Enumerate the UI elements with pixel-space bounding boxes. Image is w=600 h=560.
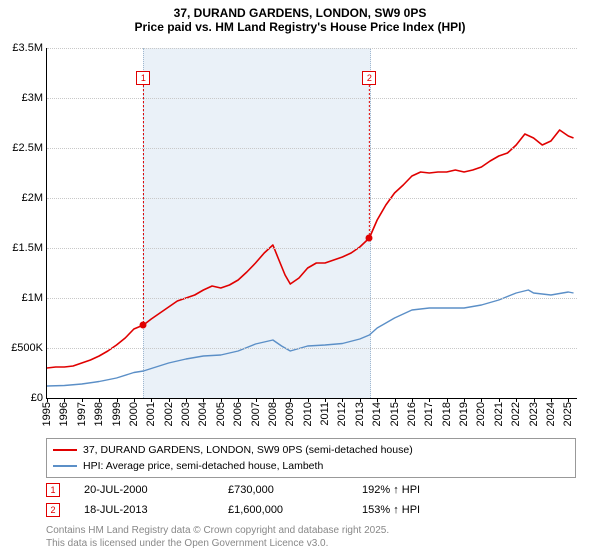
chart-marker-label: 2 [362, 71, 376, 85]
gridline [47, 198, 577, 199]
sale-price: £730,000 [228, 480, 338, 500]
x-axis-label: 2000 [128, 402, 140, 426]
chart-container: 37, DURAND GARDENS, LONDON, SW9 0PS Pric… [0, 0, 600, 560]
sale-row: 2 18-JUL-2013 £1,600,000 153% ↑ HPI [46, 500, 576, 520]
gridline [47, 298, 577, 299]
sale-date: 18-JUL-2013 [84, 500, 204, 520]
y-axis-label: £1M [22, 292, 43, 304]
legend: 37, DURAND GARDENS, LONDON, SW9 0PS (sem… [46, 438, 576, 478]
x-axis-label: 2014 [371, 402, 383, 426]
chart-area: £0£500K£1M£1.5M£2M£2.5M£3M£3.5M199519961… [46, 48, 577, 399]
x-axis-label: 2009 [284, 402, 296, 426]
x-axis-label: 2012 [336, 402, 348, 426]
footer-line-2: This data is licensed under the Open Gov… [46, 537, 389, 550]
chart-svg [47, 48, 577, 398]
chart-marker-label: 1 [136, 71, 150, 85]
x-axis-label: 2010 [302, 402, 314, 426]
marker-dot [140, 322, 147, 329]
x-axis-label: 2003 [180, 402, 192, 426]
x-axis-label: 2019 [458, 402, 470, 426]
y-axis-label: £500K [11, 342, 43, 354]
x-axis-label: 1995 [41, 402, 53, 426]
x-axis-label: 2020 [475, 402, 487, 426]
x-axis-label: 2022 [510, 402, 522, 426]
gridline [47, 48, 577, 49]
sale-price: £1,600,000 [228, 500, 338, 520]
marker-dot [366, 235, 373, 242]
x-axis-label: 2021 [493, 402, 505, 426]
gridline [47, 248, 577, 249]
footer-line-1: Contains HM Land Registry data © Crown c… [46, 524, 389, 537]
x-axis-label: 2002 [163, 402, 175, 426]
title-line-1: 37, DURAND GARDENS, LONDON, SW9 0PS [0, 6, 600, 20]
x-axis-label: 1996 [58, 402, 70, 426]
x-axis-label: 2008 [267, 402, 279, 426]
x-axis-label: 2004 [197, 402, 209, 426]
x-axis-label: 2007 [250, 402, 262, 426]
x-axis-label: 2017 [423, 402, 435, 426]
title-line-2: Price paid vs. HM Land Registry's House … [0, 20, 600, 34]
sale-vs-hpi: 153% ↑ HPI [362, 500, 420, 520]
x-axis-label: 2025 [562, 402, 574, 426]
series-property [47, 130, 574, 368]
legend-label: 37, DURAND GARDENS, LONDON, SW9 0PS (sem… [83, 442, 413, 458]
title-block: 37, DURAND GARDENS, LONDON, SW9 0PS Pric… [0, 0, 600, 34]
y-axis-label: £3.5M [12, 42, 43, 54]
gridline [47, 148, 577, 149]
sale-date: 20-JUL-2000 [84, 480, 204, 500]
legend-row: HPI: Average price, semi-detached house,… [53, 458, 569, 474]
x-axis-label: 2011 [319, 402, 331, 426]
sale-rows: 1 20-JUL-2000 £730,000 192% ↑ HPI 2 18-J… [46, 480, 576, 520]
x-axis-label: 2013 [354, 402, 366, 426]
x-axis-label: 2015 [389, 402, 401, 426]
gridline [47, 98, 577, 99]
x-axis-label: 1999 [111, 402, 123, 426]
x-axis-label: 1997 [76, 402, 88, 426]
legend-label: HPI: Average price, semi-detached house,… [83, 458, 323, 474]
gridline [47, 348, 577, 349]
legend-row: 37, DURAND GARDENS, LONDON, SW9 0PS (sem… [53, 442, 569, 458]
x-axis-label: 2006 [232, 402, 244, 426]
legend-swatch [53, 465, 77, 467]
y-axis-label: £2.5M [12, 142, 43, 154]
x-axis-label: 2018 [441, 402, 453, 426]
x-axis-label: 2005 [215, 402, 227, 426]
sale-marker-icon: 2 [46, 503, 60, 517]
x-axis-label: 1998 [93, 402, 105, 426]
y-axis-label: £2M [22, 192, 43, 204]
x-axis-label: 2024 [545, 402, 557, 426]
x-axis-label: 2001 [145, 402, 157, 426]
sale-row: 1 20-JUL-2000 £730,000 192% ↑ HPI [46, 480, 576, 500]
x-axis-label: 2016 [406, 402, 418, 426]
footer: Contains HM Land Registry data © Crown c… [46, 524, 389, 550]
legend-swatch [53, 449, 77, 451]
x-axis-label: 2023 [528, 402, 540, 426]
y-axis-label: £3M [22, 92, 43, 104]
y-axis-label: £1.5M [12, 242, 43, 254]
sale-vs-hpi: 192% ↑ HPI [362, 480, 420, 500]
sale-marker-icon: 1 [46, 483, 60, 497]
